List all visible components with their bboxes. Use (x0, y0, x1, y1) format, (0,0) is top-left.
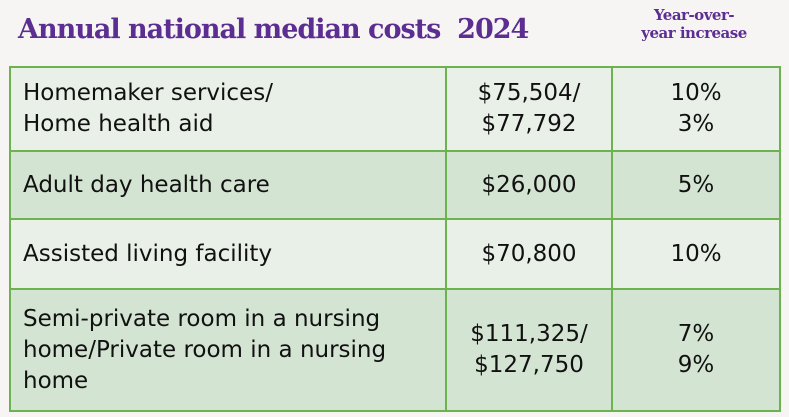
increase-text: 7% (677, 321, 715, 347)
table-row: Adult day health care $26,000 5% (9, 150, 781, 220)
page-title: Annual national median costs 2024 (18, 14, 529, 45)
cost-text: $77,792 (481, 111, 577, 137)
cost-cell: $75,504/ $77,792 (445, 66, 613, 152)
increase-text: 3% (677, 111, 715, 137)
cost-text: $127,750 (474, 352, 584, 378)
increase-cell: 7% 9% (611, 288, 781, 412)
yoy-header-line1: Year-over- (653, 6, 735, 24)
yoy-header-line2: year increase (641, 24, 747, 42)
service-cell: Semi-private room in a nursing home/Priva… (9, 288, 447, 412)
table-row: Homemaker services/Home health aid $75,5… (9, 66, 781, 152)
cost-cell: $70,800 (445, 218, 613, 290)
cost-text: $75,504/ (477, 80, 581, 106)
cost-cell: $26,000 (445, 150, 613, 220)
increase-cell: 5% (611, 150, 781, 220)
service-cell: Assisted living facility (9, 218, 447, 290)
table-row: Semi-private room in a nursing home/Priva… (9, 288, 781, 412)
increase-cell: 10% (611, 218, 781, 290)
service-text: home/Private room in a nursing (23, 336, 387, 363)
service-text: Semi-private room in a nursing (23, 305, 381, 332)
service-cell: Homemaker services/Home health aid (9, 66, 447, 152)
increase-cell: 10% 3% (611, 66, 781, 152)
costs-table: Homemaker services/Home health aid $75,5… (9, 66, 781, 412)
service-cell: Adult day health care (9, 150, 447, 220)
increase-text: 9% (677, 352, 715, 378)
yoy-column-header: Year-over- year increase (608, 6, 780, 42)
table-row: Assisted living facility $70,800 10% (9, 218, 781, 290)
service-text: Homemaker services/ (23, 80, 273, 106)
cost-text: $111,325/ (470, 321, 588, 347)
service-text: home (23, 367, 89, 394)
increase-text: 10% (670, 80, 722, 106)
cost-cell: $111,325/ $127,750 (445, 288, 613, 412)
service-text: Home health aid (23, 111, 214, 137)
